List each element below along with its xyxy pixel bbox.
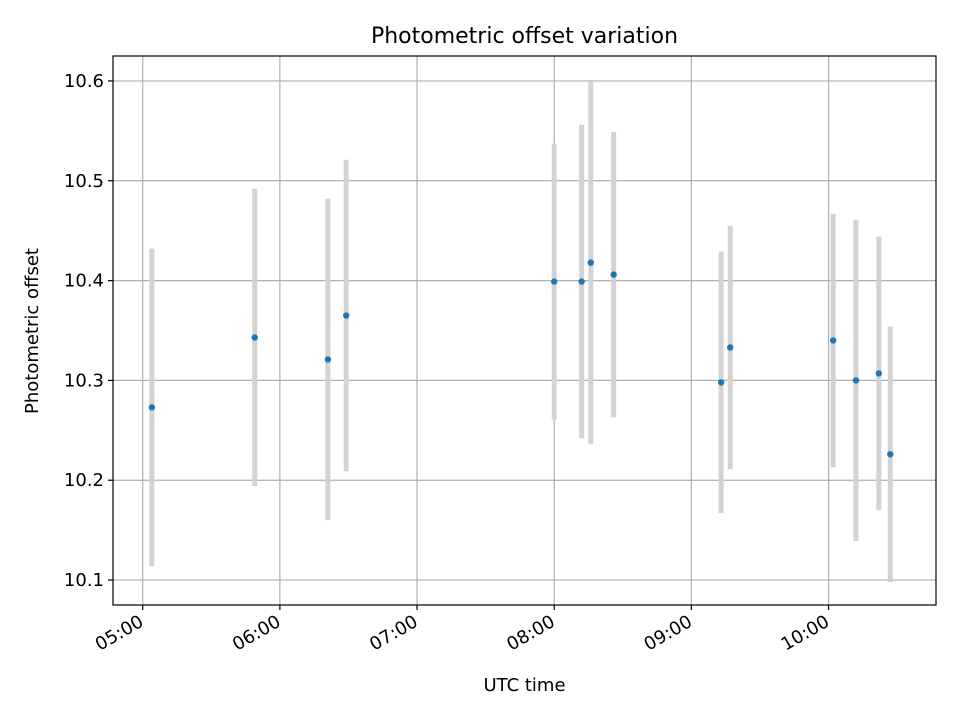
y-axis-label: Photometric offset [22, 248, 43, 414]
x-tick-label: 07:00 [366, 611, 421, 655]
y-tick-label: 10.4 [64, 271, 104, 292]
grid-layer [113, 56, 936, 605]
y-tick-label: 10.2 [64, 470, 104, 491]
data-point [342, 312, 350, 319]
chart-title: Photometric offset variation [371, 24, 678, 49]
data-point [875, 370, 883, 377]
data-point [551, 278, 558, 285]
y-tick-label: 10.5 [64, 171, 104, 192]
data-point [587, 259, 594, 266]
x-tick-label: 09:00 [640, 611, 695, 655]
data-point [887, 451, 894, 458]
data-point [727, 344, 734, 351]
y-tick-label: 10.1 [64, 570, 104, 591]
errorbar-layer [149, 80, 893, 583]
data-point [578, 278, 585, 285]
data-point [852, 377, 860, 384]
x-tick-label: 10:00 [778, 611, 833, 655]
data-point [324, 356, 332, 363]
tick-layer: 05:00 06:00 07:00 08:00 09:00 10:00 10.1 10.2 10… [64, 71, 833, 655]
x-tick-label: 08:00 [503, 611, 558, 655]
data-point [148, 404, 156, 411]
x-axis-label: UTC time [483, 675, 565, 696]
point-layer [148, 259, 894, 458]
y-tick-label: 10.6 [64, 71, 104, 92]
y-tick-label: 10.3 [64, 370, 104, 391]
x-tick-label: 05:00 [92, 611, 147, 655]
plot-frame [112, 55, 937, 606]
data-point [829, 337, 837, 344]
x-tick-label: 06:00 [229, 611, 284, 655]
data-point [251, 334, 258, 341]
data-point [717, 379, 725, 386]
data-point [610, 271, 617, 278]
